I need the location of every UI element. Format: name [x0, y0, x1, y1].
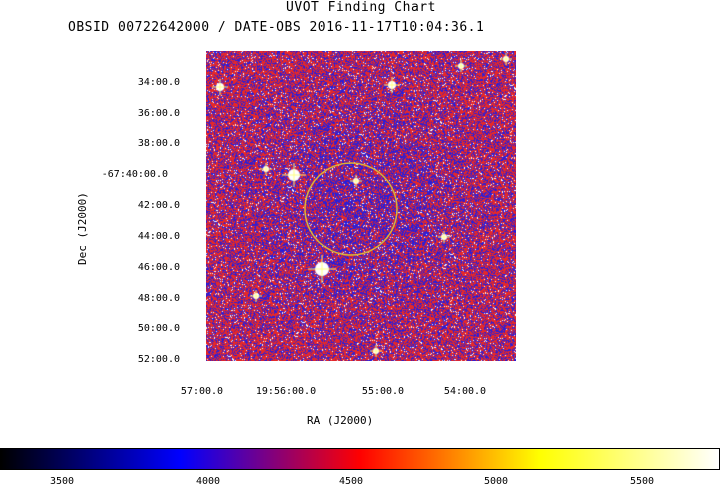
- y-tick-label: 42:00.0: [137, 200, 180, 211]
- y-axis-label: Dec (J2000): [76, 192, 89, 265]
- y-tick-label: 48:00.0: [137, 293, 180, 304]
- uvot-image-heatmap: [206, 51, 516, 361]
- colorbar-tick-label: 4000: [195, 476, 221, 487]
- chart-subtitle: OBSID 00722642000 / DATE-OBS 2016-11-17T…: [68, 20, 485, 35]
- x-tick-label: 55:00.0: [361, 386, 405, 397]
- x-tick-label: 54:00.0: [443, 386, 487, 397]
- x-tick-label: 57:00.0: [180, 386, 224, 397]
- colorbar-tick-label: 3500: [49, 476, 75, 487]
- colorbar-tick-label: 5000: [483, 476, 509, 487]
- y-tick-label: 38:00.0: [137, 138, 180, 149]
- y-tick-label: 44:00.0: [137, 231, 180, 242]
- y-tick-label: -67:40:00.0: [101, 169, 168, 180]
- colorbar-tick-label: 4500: [338, 476, 364, 487]
- x-axis-label: RA (J2000): [307, 414, 374, 427]
- source-region-circle: [304, 162, 398, 256]
- y-tick-label: 46:00.0: [137, 262, 180, 273]
- colorbar: [0, 448, 720, 470]
- y-tick-label: 34:00.0: [137, 77, 180, 88]
- y-tick-label: 36:00.0: [137, 108, 180, 119]
- x-tick-label: 19:56:00.0: [255, 386, 317, 397]
- y-tick-label: 50:00.0: [137, 323, 180, 334]
- colorbar-tick-label: 5500: [629, 476, 655, 487]
- y-tick-label: 52:00.0: [137, 354, 180, 365]
- region-circle-overlay: [304, 162, 398, 256]
- chart-title: UVOT Finding Chart: [286, 0, 436, 15]
